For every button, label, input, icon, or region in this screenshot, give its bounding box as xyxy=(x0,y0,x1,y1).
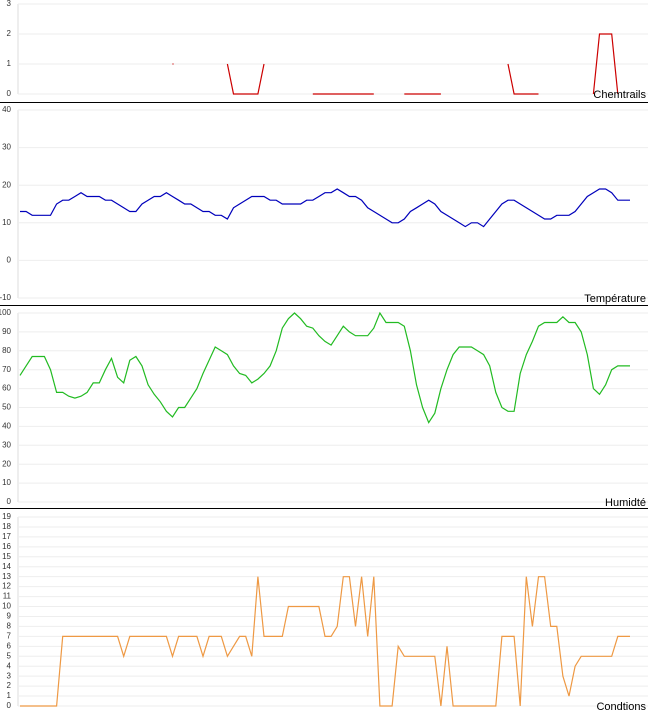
y-tick-label: 50 xyxy=(2,403,11,412)
data-line xyxy=(20,188,630,228)
y-tick-label: 14 xyxy=(2,562,11,571)
y-tick-label: 2 xyxy=(7,29,12,38)
y-tick-label: 18 xyxy=(2,522,11,531)
chart-title: Température xyxy=(584,293,646,305)
y-tick-label: 8 xyxy=(7,622,12,631)
y-tick-label: 3 xyxy=(7,671,12,680)
y-tick-label: 2 xyxy=(7,681,12,690)
y-tick-label: 20 xyxy=(2,180,11,189)
y-tick-label: 40 xyxy=(2,105,11,114)
chart-title: Chemtrails xyxy=(593,89,646,101)
y-tick-label: 0 xyxy=(7,701,12,710)
y-tick-label: 40 xyxy=(2,422,11,431)
y-tick-label: 90 xyxy=(2,327,11,336)
y-tick-label: 19 xyxy=(2,512,11,521)
y-tick-label: 5 xyxy=(7,651,12,660)
chart-title: Humidté xyxy=(605,497,646,509)
data-line xyxy=(19,311,630,424)
y-tick-label: 9 xyxy=(7,612,12,621)
y-tick-label: 1 xyxy=(7,691,12,700)
y-tick-label: 0 xyxy=(7,256,12,265)
y-tick-label: 10 xyxy=(2,218,11,227)
y-tick-label: 60 xyxy=(2,384,11,393)
y-tick-label: 0 xyxy=(7,497,12,506)
y-tick-label: 3 xyxy=(7,0,12,8)
y-tick-label: 0 xyxy=(7,89,12,98)
y-tick-label: 30 xyxy=(2,143,11,152)
y-tick-label: 11 xyxy=(3,592,12,601)
y-tick-label: 30 xyxy=(2,440,11,449)
y-tick-label: 10 xyxy=(2,602,11,611)
data-line xyxy=(172,33,619,95)
y-tick-label: 12 xyxy=(2,582,11,591)
y-tick-label: 6 xyxy=(7,641,12,650)
y-tick-label: -10 xyxy=(0,293,12,302)
y-tick-label: 17 xyxy=(2,532,11,541)
data-line xyxy=(20,576,630,707)
y-tick-label: 80 xyxy=(2,346,11,355)
y-tick-label: 4 xyxy=(7,661,12,670)
y-tick-label: 100 xyxy=(0,308,12,317)
y-tick-label: 1 xyxy=(7,59,12,68)
chart-title: Condtions xyxy=(596,701,646,713)
y-tick-label: 10 xyxy=(2,478,11,487)
y-tick-label: 16 xyxy=(2,542,11,551)
y-tick-label: 20 xyxy=(2,459,11,468)
y-tick-label: 7 xyxy=(7,631,12,640)
y-tick-label: 13 xyxy=(2,572,11,581)
y-tick-label: 70 xyxy=(2,365,11,374)
y-tick-label: 15 xyxy=(2,552,11,561)
